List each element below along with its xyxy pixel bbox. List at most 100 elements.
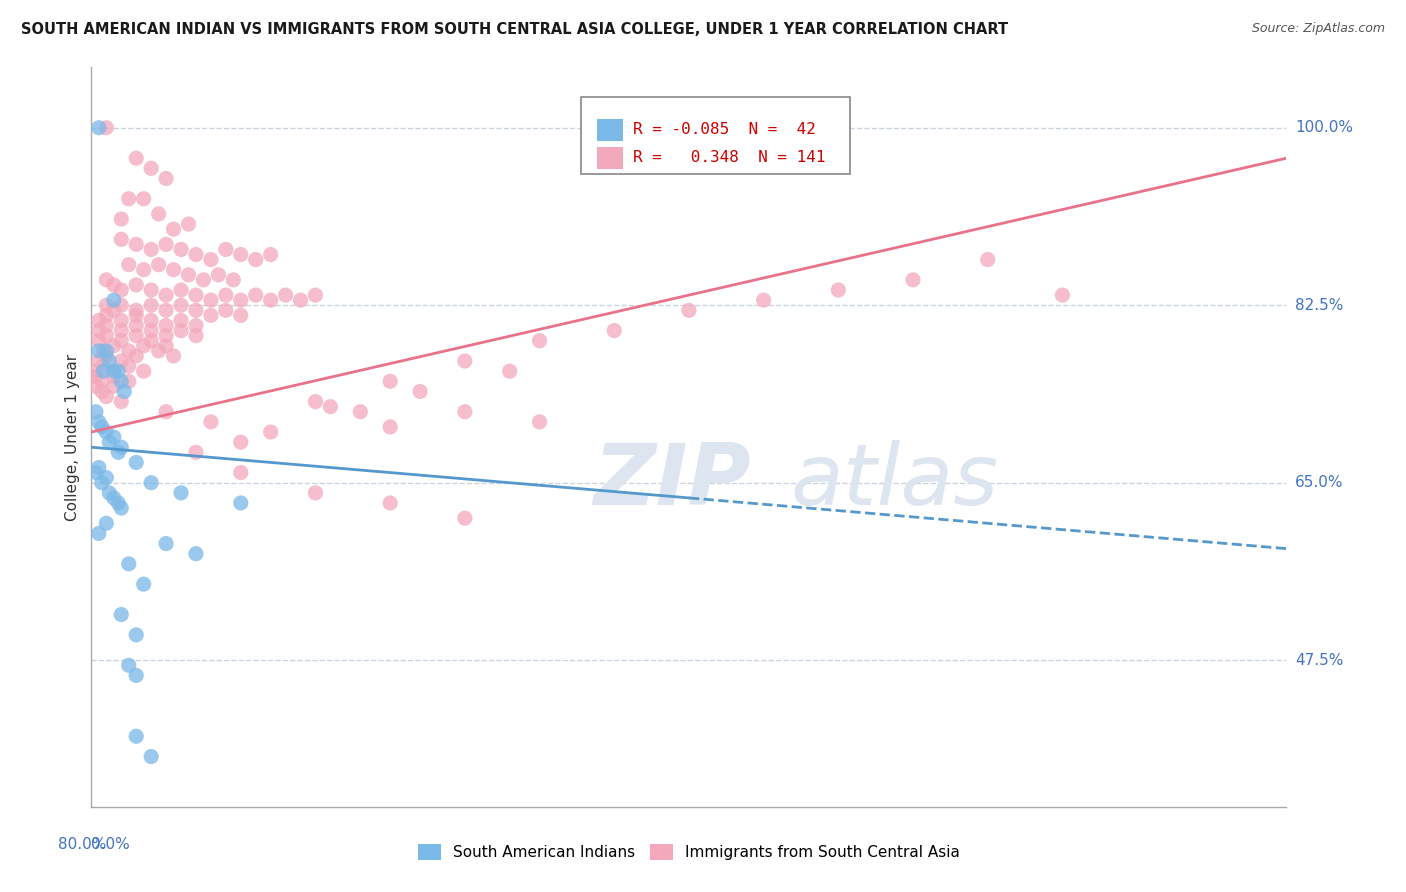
Text: 65.0%: 65.0% (1295, 475, 1343, 491)
Text: R =   0.348  N = 141: R = 0.348 N = 141 (633, 151, 825, 165)
Point (96, 318, 118, 333)
Point (141, 283, 162, 297)
Point (141, 475, 162, 490)
Point (141, 324, 162, 338)
Point (155, 339, 177, 353)
Point (110, 354, 132, 368)
Point (409, 384, 432, 399)
Point (498, 364, 520, 378)
Point (155, 536, 177, 550)
Point (110, 283, 132, 297)
Point (132, 339, 155, 353)
Point (110, 440, 132, 454)
Point (96, 390, 118, 404)
Point (193, 273, 215, 287)
Point (84, 364, 107, 378)
Point (378, 374, 402, 388)
Point (245, 288, 267, 302)
Point (87, 415, 110, 429)
Point (103, 491, 125, 505)
Point (118, 258, 141, 272)
Point (132, 577, 155, 591)
Point (1052, 288, 1074, 302)
Point (103, 369, 125, 384)
Point (110, 607, 132, 622)
Point (110, 313, 132, 327)
Point (125, 277, 148, 292)
Point (319, 400, 342, 414)
Point (454, 511, 477, 525)
Point (141, 161, 162, 176)
Text: 82.5%: 82.5% (1295, 298, 1343, 313)
Point (177, 268, 200, 282)
Point (110, 232, 132, 246)
Point (349, 405, 371, 419)
Point (184, 445, 207, 459)
Point (177, 217, 200, 231)
FancyBboxPatch shape (582, 96, 851, 174)
Point (976, 252, 998, 267)
Point (170, 283, 193, 297)
Point (170, 298, 193, 312)
Point (184, 328, 207, 343)
Point (103, 430, 125, 444)
Point (87, 324, 110, 338)
Point (678, 303, 700, 318)
Point (200, 293, 222, 308)
Point (207, 268, 229, 282)
Text: 47.5%: 47.5% (1295, 653, 1343, 668)
Point (87, 313, 110, 327)
FancyBboxPatch shape (598, 147, 623, 169)
Point (96, 343, 118, 358)
Point (96, 120, 118, 135)
Point (229, 293, 252, 308)
Point (148, 207, 170, 221)
Point (84, 466, 107, 480)
Point (93, 359, 115, 373)
Point (103, 303, 125, 318)
Point (752, 293, 775, 308)
FancyBboxPatch shape (598, 119, 623, 141)
Point (93, 343, 115, 358)
Point (200, 252, 222, 267)
Point (245, 252, 267, 267)
Point (141, 334, 162, 348)
Point (184, 303, 207, 318)
Point (90, 374, 112, 388)
Point (84, 379, 107, 393)
Point (222, 273, 245, 287)
Point (110, 394, 132, 409)
Point (125, 318, 148, 333)
Point (96, 309, 118, 323)
Point (107, 445, 129, 459)
Text: atlas: atlas (790, 440, 998, 523)
Text: SOUTH AMERICAN INDIAN VS IMMIGRANTS FROM SOUTH CENTRAL ASIA COLLEGE, UNDER 1 YEA: SOUTH AMERICAN INDIAN VS IMMIGRANTS FROM… (21, 22, 1008, 37)
Point (155, 171, 177, 186)
Point (110, 334, 132, 348)
Point (96, 516, 118, 531)
Point (229, 309, 252, 323)
Point (901, 273, 924, 287)
Point (304, 486, 326, 500)
Point (103, 293, 125, 308)
Point (125, 237, 148, 252)
Point (118, 359, 141, 373)
Point (87, 460, 110, 475)
Point (132, 262, 155, 277)
Point (132, 364, 155, 378)
Point (184, 547, 207, 561)
Point (87, 354, 110, 368)
Point (93, 364, 115, 378)
Point (827, 283, 849, 297)
Point (378, 420, 402, 434)
Point (454, 354, 477, 368)
Point (200, 415, 222, 429)
Point (529, 415, 551, 429)
Point (87, 526, 110, 541)
Point (87, 343, 110, 358)
Point (184, 288, 207, 302)
Text: R = -0.085  N =  42: R = -0.085 N = 42 (633, 122, 815, 137)
Point (84, 369, 107, 384)
Point (110, 324, 132, 338)
Point (125, 668, 148, 682)
